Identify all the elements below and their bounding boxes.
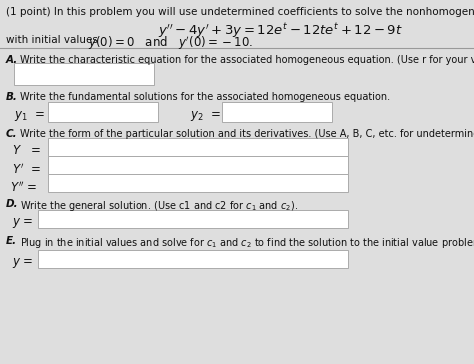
Text: $y_1$  =: $y_1$ =: [14, 109, 45, 123]
Text: Write the fundamental solutions for the associated homogeneous equation.: Write the fundamental solutions for the …: [20, 92, 390, 102]
Text: Write the form of the particular solution and its derivatives. (Use A, B, C, etc: Write the form of the particular solutio…: [20, 129, 474, 139]
Text: C.: C.: [6, 129, 18, 139]
Text: D.: D.: [6, 199, 18, 209]
Text: Write the characteristic equation for the associated homogeneous equation. (Use : Write the characteristic equation for th…: [20, 55, 474, 65]
Text: $Y''$ =: $Y''$ =: [10, 180, 37, 194]
FancyBboxPatch shape: [38, 210, 348, 228]
FancyBboxPatch shape: [38, 250, 348, 268]
Text: E.: E.: [6, 236, 17, 246]
Text: Plug in the initial values and solve for $c_1$ and $c_2$ to find the solution to: Plug in the initial values and solve for…: [20, 236, 474, 250]
Text: $y$ =: $y$ =: [12, 216, 34, 230]
FancyBboxPatch shape: [48, 156, 348, 174]
Text: with initial values: with initial values: [6, 35, 108, 45]
FancyBboxPatch shape: [48, 102, 158, 122]
Text: A.: A.: [6, 55, 18, 65]
Text: $y_2$  =: $y_2$ =: [190, 109, 221, 123]
Text: B.: B.: [6, 92, 18, 102]
Text: $y(0) = 0$   and   $y'(0) = -10.$: $y(0) = 0$ and $y'(0) = -10.$: [88, 35, 254, 52]
Text: $y$ =: $y$ =: [12, 256, 34, 270]
Text: $Y'$  =: $Y'$ =: [12, 162, 41, 177]
Text: Write the general solution. (Use c1 and c2 for $c_1$ and $c_2$).: Write the general solution. (Use c1 and …: [20, 199, 298, 213]
FancyBboxPatch shape: [14, 63, 154, 85]
Text: (1 point) In this problem you will use undetermined coefficients to solve the no: (1 point) In this problem you will use u…: [6, 7, 474, 17]
Text: $y'' - 4y' + 3y = 12e^t - 12te^t + 12 - 9t$: $y'' - 4y' + 3y = 12e^t - 12te^t + 12 - …: [157, 21, 402, 40]
FancyBboxPatch shape: [222, 102, 332, 122]
FancyBboxPatch shape: [48, 174, 348, 192]
Text: $Y$   =: $Y$ =: [12, 144, 41, 157]
FancyBboxPatch shape: [48, 138, 348, 156]
